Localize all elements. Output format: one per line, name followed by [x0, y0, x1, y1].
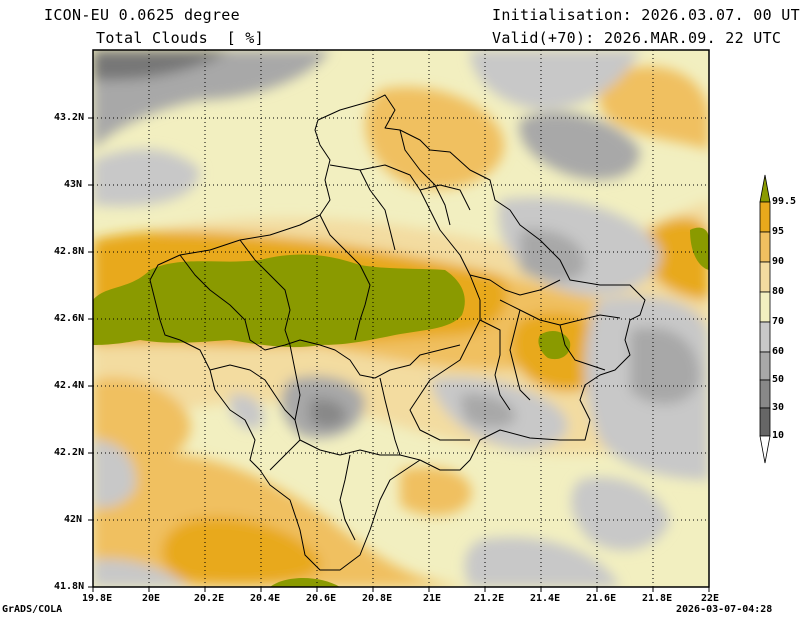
lat-label: 41.8N: [54, 581, 85, 592]
lon-label: 21E: [423, 593, 442, 604]
colorbar-bin: [759, 321, 771, 353]
initialisation-label: Initialisation: 2026.03.07. 00 UTC: [492, 6, 800, 24]
lon-label: 22E: [701, 593, 720, 604]
colorbar-label: 99.5: [772, 196, 797, 207]
lat-label: 42.6N: [54, 313, 85, 324]
lat-label: 43N: [64, 179, 83, 190]
lon-label: 21.4E: [530, 593, 561, 604]
lon-label: 21.6E: [586, 593, 617, 604]
colorbar-label: 30: [772, 402, 785, 413]
lat-label: 42.8N: [54, 246, 85, 257]
cloud-cover-field: [93, 50, 709, 587]
lon-label: 20.2E: [194, 593, 225, 604]
lon-label: 21.8E: [642, 593, 673, 604]
colorbar-bin: [759, 231, 771, 263]
colorbar-bin: [759, 201, 771, 233]
colorbar-label: 90: [772, 256, 785, 267]
grid-lines: [93, 50, 709, 587]
lat-label: 42N: [64, 514, 83, 525]
colorbar-label: 50: [772, 374, 785, 385]
colorbar-top-triangle: [759, 174, 771, 203]
lon-label: 20.8E: [362, 593, 393, 604]
tick-marks: [88, 117, 710, 592]
lon-label: 20.4E: [250, 593, 281, 604]
colorbar-bin: [759, 351, 771, 381]
admin-borders: [149, 94, 646, 571]
colorbar-bin: [759, 291, 771, 323]
colorbar-label: 70: [772, 316, 785, 327]
lon-label: 21.2E: [474, 593, 505, 604]
lat-label: 42.4N: [54, 380, 85, 391]
lat-label: 42.2N: [54, 447, 85, 458]
colorbar-label: 60: [772, 346, 785, 357]
colorbar-bin: [759, 379, 771, 409]
colorbar-bin: [759, 407, 771, 437]
colorbar-bottom-triangle: [759, 435, 771, 464]
credit-label: GrADS/COLA: [2, 604, 63, 615]
colorbar: [759, 174, 771, 464]
lat-label: 43.2N: [54, 112, 85, 123]
colorbar-bin: [759, 261, 771, 293]
colorbar-label: 95: [772, 226, 785, 237]
lon-label: 20.6E: [306, 593, 337, 604]
lon-label: 20E: [142, 593, 161, 604]
map-title-field: Total Clouds [ %]: [96, 29, 264, 47]
colorbar-label: 10: [772, 430, 785, 441]
map-title-model: ICON-EU 0.0625 degree: [44, 6, 240, 24]
colorbar-label: 80: [772, 286, 785, 297]
lon-label: 19.8E: [82, 593, 113, 604]
valid-time-label: Valid(+70): 2026.MAR.09. 22 UTC: [492, 29, 782, 47]
timestamp-label: 2026-03-07-04:28: [676, 604, 773, 615]
